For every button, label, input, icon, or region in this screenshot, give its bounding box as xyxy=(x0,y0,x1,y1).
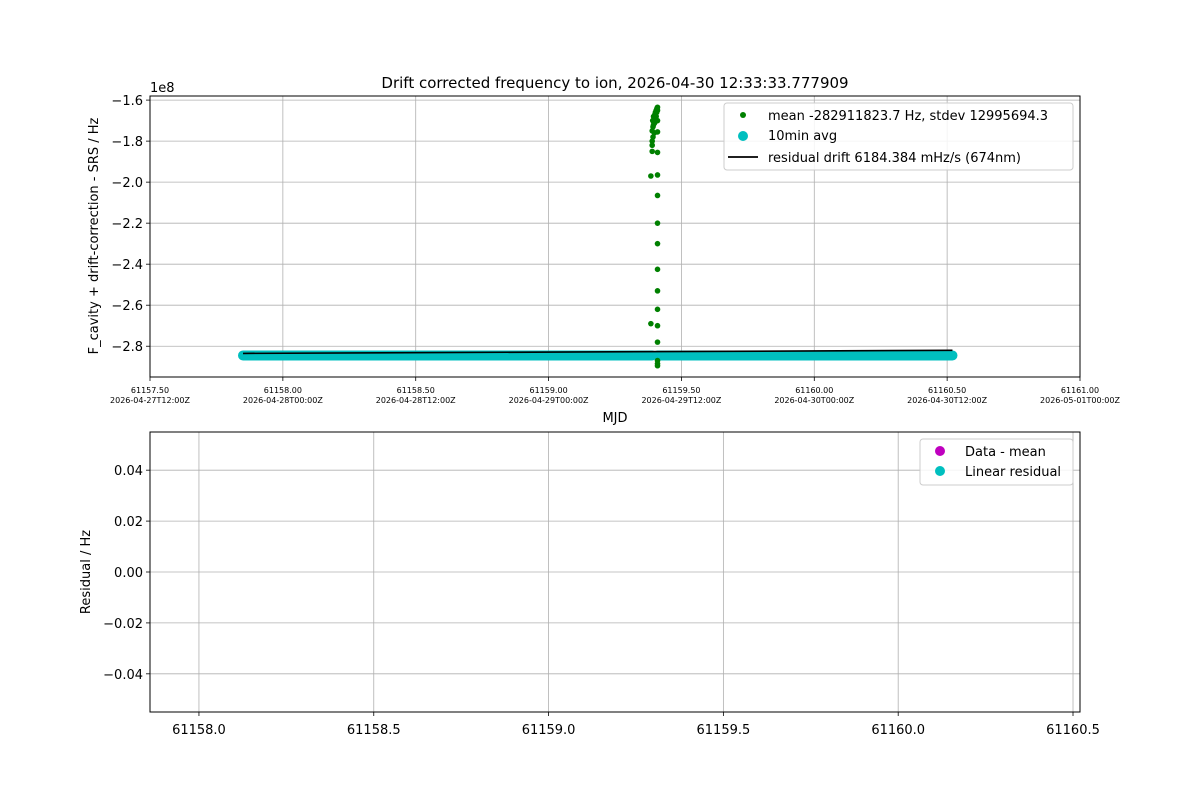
bottom-chart-axes: 61158.0 61158.5 61159.0 61159.5 61160.0 61160… xyxy=(103,464,1100,738)
top-chart-xlabel: MJD xyxy=(602,411,627,426)
mean-data-point xyxy=(654,172,661,178)
mean-data-point xyxy=(654,104,661,111)
bottom-x-tick-label: 61160.0 xyxy=(871,723,925,738)
top-x-tick-date-label: 2026-04-30T00:00Z xyxy=(774,396,854,405)
top-x-tick-label: 61157.50 xyxy=(131,386,169,395)
mean-data-point xyxy=(654,192,661,199)
top-x-tick-date-label: 2026-04-27T12:00Z xyxy=(110,396,190,405)
bottom-x-tick-label: 61159.5 xyxy=(697,723,751,738)
top-x-tick-label: 61158.50 xyxy=(397,386,435,395)
top-x-tick-date-label: 2026-04-28T00:00Z xyxy=(243,396,323,405)
mean-data-point xyxy=(654,306,661,313)
bottom-chart: 61158.0 61158.5 61159.0 61159.5 61160.0 61160… xyxy=(79,431,1100,738)
top-y-tick-label: −2.0 xyxy=(111,176,143,191)
mean-data-point xyxy=(654,240,661,247)
top-x-tick-label: 61160.00 xyxy=(795,386,833,395)
top-x-tick-label: 61161.00 xyxy=(1061,386,1099,395)
mean-data-point xyxy=(654,266,661,273)
legend-label-residual-drift: residual drift 6184.384 mHz/s (674nm) xyxy=(768,151,1021,166)
top-x-tick-date-label: 2026-04-28T12:00Z xyxy=(376,396,456,405)
legend-marker-10min-avg xyxy=(738,131,748,141)
top-x-tick-label: 61159.00 xyxy=(529,386,567,395)
top-x-tick-label: 61159.50 xyxy=(662,386,700,395)
bottom-legend-box xyxy=(919,438,1074,486)
top-chart-ylabel: F_cavity + drift-correction - SRS / Hz xyxy=(87,117,102,354)
mean-data-point xyxy=(654,288,661,294)
mean-data-point xyxy=(654,220,661,226)
top-y-tick-label: −2.2 xyxy=(111,217,143,232)
top-y-tick-label: −2.4 xyxy=(111,258,143,273)
top-chart-legend: mean -282911823.7 Hz, stdev 12995694.3 1… xyxy=(723,102,1074,171)
bottom-chart-legend: Data - mean Linear residual xyxy=(919,438,1074,486)
top-y-tick-label: −1.8 xyxy=(111,135,143,150)
mean-data-point xyxy=(654,117,661,124)
mean-data-point xyxy=(648,320,654,327)
top-chart-title: Drift corrected frequency to ion, 2026-0… xyxy=(381,74,848,92)
top-legend-box xyxy=(723,102,1074,171)
bottom-y-tick-label: 0.04 xyxy=(114,464,143,479)
top-chart: 61157.502026-04-27T12:00Z61158.002026-04… xyxy=(87,74,1120,426)
legend-label-linear-residual: Linear residual xyxy=(965,465,1061,480)
top-chart-axes: 61157.502026-04-27T12:00Z61158.002026-04… xyxy=(110,94,1120,405)
top-chart-frame xyxy=(149,95,1081,378)
bottom-x-tick-label: 61160.5 xyxy=(1046,723,1100,738)
mean-data-point xyxy=(649,142,655,149)
top-chart-data xyxy=(238,104,958,369)
top-x-tick-date-label: 2026-05-01T00:00Z xyxy=(1040,396,1120,405)
top-chart-offset-text: 1e8 xyxy=(150,81,175,96)
mean-data-point xyxy=(654,339,661,345)
top-x-tick-date-label: 2026-04-29T00:00Z xyxy=(509,396,589,405)
top-y-tick-label: −2.8 xyxy=(111,340,143,355)
legend-marker-data-mean xyxy=(935,446,945,456)
bottom-chart-ylabel: Residual / Hz xyxy=(79,530,94,614)
legend-label-mean: mean -282911823.7 Hz, stdev 12995694.3 xyxy=(768,109,1048,124)
bottom-y-tick-label: 0.00 xyxy=(114,566,143,581)
legend-marker-mean xyxy=(740,112,746,118)
bottom-y-tick-label: −0.04 xyxy=(103,668,143,683)
top-x-tick-label: 61158.00 xyxy=(264,386,302,395)
top-x-tick-date-label: 2026-04-29T12:00Z xyxy=(641,396,721,405)
bottom-y-tick-label: 0.02 xyxy=(114,515,143,530)
mean-data-point xyxy=(654,362,661,369)
bottom-x-tick-label: 61158.5 xyxy=(347,723,401,738)
mean-data-point xyxy=(654,129,661,135)
mean-data-point xyxy=(654,149,661,156)
top-x-tick-label: 61160.50 xyxy=(928,386,966,395)
bottom-x-tick-label: 61158.0 xyxy=(172,723,226,738)
legend-label-data-mean: Data - mean xyxy=(965,445,1046,460)
mean-data-point xyxy=(654,322,661,329)
legend-label-10min-avg: 10min avg xyxy=(768,129,837,144)
legend-marker-linear-residual xyxy=(935,466,945,476)
mean-data-point xyxy=(648,173,654,179)
bottom-y-tick-label: −0.02 xyxy=(103,617,143,632)
top-y-tick-label: −1.6 xyxy=(111,94,143,109)
mean-data-point xyxy=(649,148,655,155)
residual-drift-line xyxy=(242,349,953,355)
top-x-tick-date-label: 2026-04-30T12:00Z xyxy=(907,396,987,405)
top-y-tick-label: −2.6 xyxy=(111,299,143,314)
bottom-x-tick-label: 61159.0 xyxy=(522,723,576,738)
